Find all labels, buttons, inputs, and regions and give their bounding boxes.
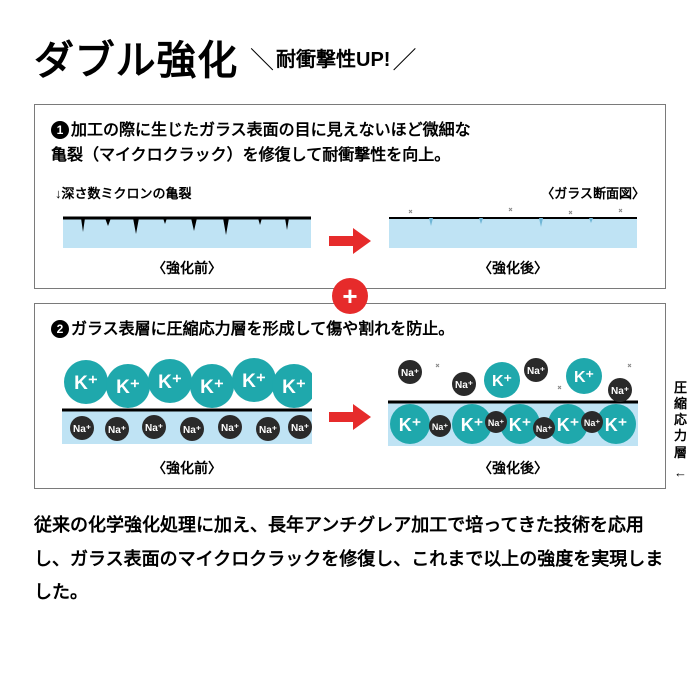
panel2-after-label: 〈強化後〉 (377, 458, 649, 478)
svg-text:K⁺: K⁺ (509, 415, 532, 435)
slash-right-icon: ／ (392, 40, 416, 75)
svg-text:K⁺: K⁺ (74, 373, 98, 394)
panel1-diagram-row: 〈強化前〉 〈強化後〉 (51, 204, 649, 278)
svg-text:Na⁺: Na⁺ (432, 422, 449, 432)
crack-depth-label: ↓深さ数ミクロンの亀裂 (55, 183, 192, 202)
svg-text:Na⁺: Na⁺ (259, 425, 277, 436)
main-title: ダブル強化 (34, 28, 238, 86)
header: ダブル強化 ＼ 耐衝撃性UP! ／ (34, 28, 666, 86)
cross-section-label: 〈ガラス断面図〉 (541, 183, 645, 202)
subtitle: ＼ 耐衝撃性UP! ／ (250, 40, 416, 75)
svg-text:Na⁺: Na⁺ (584, 418, 601, 428)
subtitle-text: 耐衝撃性UP! (276, 43, 390, 72)
panel-compression: 2ガラス表層に圧縮応力層を形成して傷や割れを防止。 K⁺ K⁺ K⁺ K⁺ K⁺… (34, 303, 666, 490)
ions-before-icon: K⁺ K⁺ K⁺ K⁺ K⁺ K⁺ Na⁺ Na⁺ Na⁺ Na⁺ Na⁺ Na… (62, 356, 312, 452)
svg-text:Na⁺: Na⁺ (611, 386, 629, 397)
glass-after-icon (389, 204, 637, 252)
svg-text:Na⁺: Na⁺ (108, 425, 126, 436)
svg-text:K⁺: K⁺ (605, 415, 628, 435)
svg-text:K⁺: K⁺ (399, 415, 422, 435)
panel1-before: 〈強化前〉 (51, 204, 323, 278)
arrow-2 (327, 402, 373, 432)
panel2-diagram-row: K⁺ K⁺ K⁺ K⁺ K⁺ K⁺ Na⁺ Na⁺ Na⁺ Na⁺ Na⁺ Na… (51, 356, 649, 478)
svg-text:K⁺: K⁺ (282, 377, 306, 398)
panel2-after: Na⁺ Na⁺ Na⁺ Na⁺ K⁺ K⁺ K⁺ K⁺ K⁺ Na⁺ Na⁺ N… (377, 356, 649, 478)
panel1-before-label: 〈強化前〉 (51, 258, 323, 278)
svg-text:Na⁺: Na⁺ (536, 424, 553, 434)
svg-text:Na⁺: Na⁺ (401, 368, 419, 379)
step-number-1: 1 (51, 121, 69, 139)
svg-text:K⁺: K⁺ (574, 369, 594, 386)
svg-text:Na⁺: Na⁺ (488, 418, 505, 428)
svg-text:Na⁺: Na⁺ (145, 423, 163, 434)
svg-text:K⁺: K⁺ (200, 377, 224, 398)
panel1-top-labels: ↓深さ数ミクロンの亀裂 〈ガラス断面図〉 (51, 183, 649, 202)
slash-left-icon: ＼ (250, 40, 274, 75)
plus-connector: + (34, 278, 666, 314)
svg-text:Na⁺: Na⁺ (73, 424, 91, 435)
svg-text:Na⁺: Na⁺ (183, 425, 201, 436)
arrow-right-icon (327, 226, 373, 256)
arrow-right-icon (327, 402, 373, 432)
panel1-after: 〈強化後〉 (377, 204, 649, 278)
compression-layer-label: 圧縮応力層← (674, 380, 687, 482)
ions-after-icon: Na⁺ Na⁺ Na⁺ Na⁺ K⁺ K⁺ K⁺ K⁺ K⁺ Na⁺ Na⁺ N… (388, 356, 638, 452)
svg-text:K⁺: K⁺ (557, 415, 580, 435)
svg-text:Na⁺: Na⁺ (455, 380, 473, 391)
svg-text:Na⁺: Na⁺ (221, 423, 239, 434)
svg-text:K⁺: K⁺ (242, 371, 266, 392)
panel1-description: 1加工の際に生じたガラス表面の目に見えないほど微細な 亀裂（マイクロクラック）を… (51, 119, 649, 169)
step-number-2: 2 (51, 320, 69, 338)
glass-before-icon (63, 204, 311, 252)
arrow-1 (327, 226, 373, 256)
plus-icon: + (332, 278, 368, 314)
svg-text:K⁺: K⁺ (116, 377, 140, 398)
footer-description: 従来の化学強化処理に加え、長年アンチグレア加工で培ってきた技術を応用し、ガラス表… (34, 509, 666, 609)
panel1-after-label: 〈強化後〉 (377, 258, 649, 278)
panel2-before: K⁺ K⁺ K⁺ K⁺ K⁺ K⁺ Na⁺ Na⁺ Na⁺ Na⁺ Na⁺ Na… (51, 356, 323, 478)
svg-text:K⁺: K⁺ (492, 373, 512, 390)
svg-text:Na⁺: Na⁺ (527, 366, 545, 377)
panel2-before-label: 〈強化前〉 (51, 458, 323, 478)
panel-microcrack: 1加工の際に生じたガラス表面の目に見えないほど微細な 亀裂（マイクロクラック）を… (34, 104, 666, 289)
svg-text:K⁺: K⁺ (461, 415, 484, 435)
svg-text:Na⁺: Na⁺ (291, 423, 309, 434)
svg-text:K⁺: K⁺ (158, 372, 182, 393)
panel2-description: 2ガラス表層に圧縮応力層を形成して傷や割れを防止。 (51, 318, 649, 343)
